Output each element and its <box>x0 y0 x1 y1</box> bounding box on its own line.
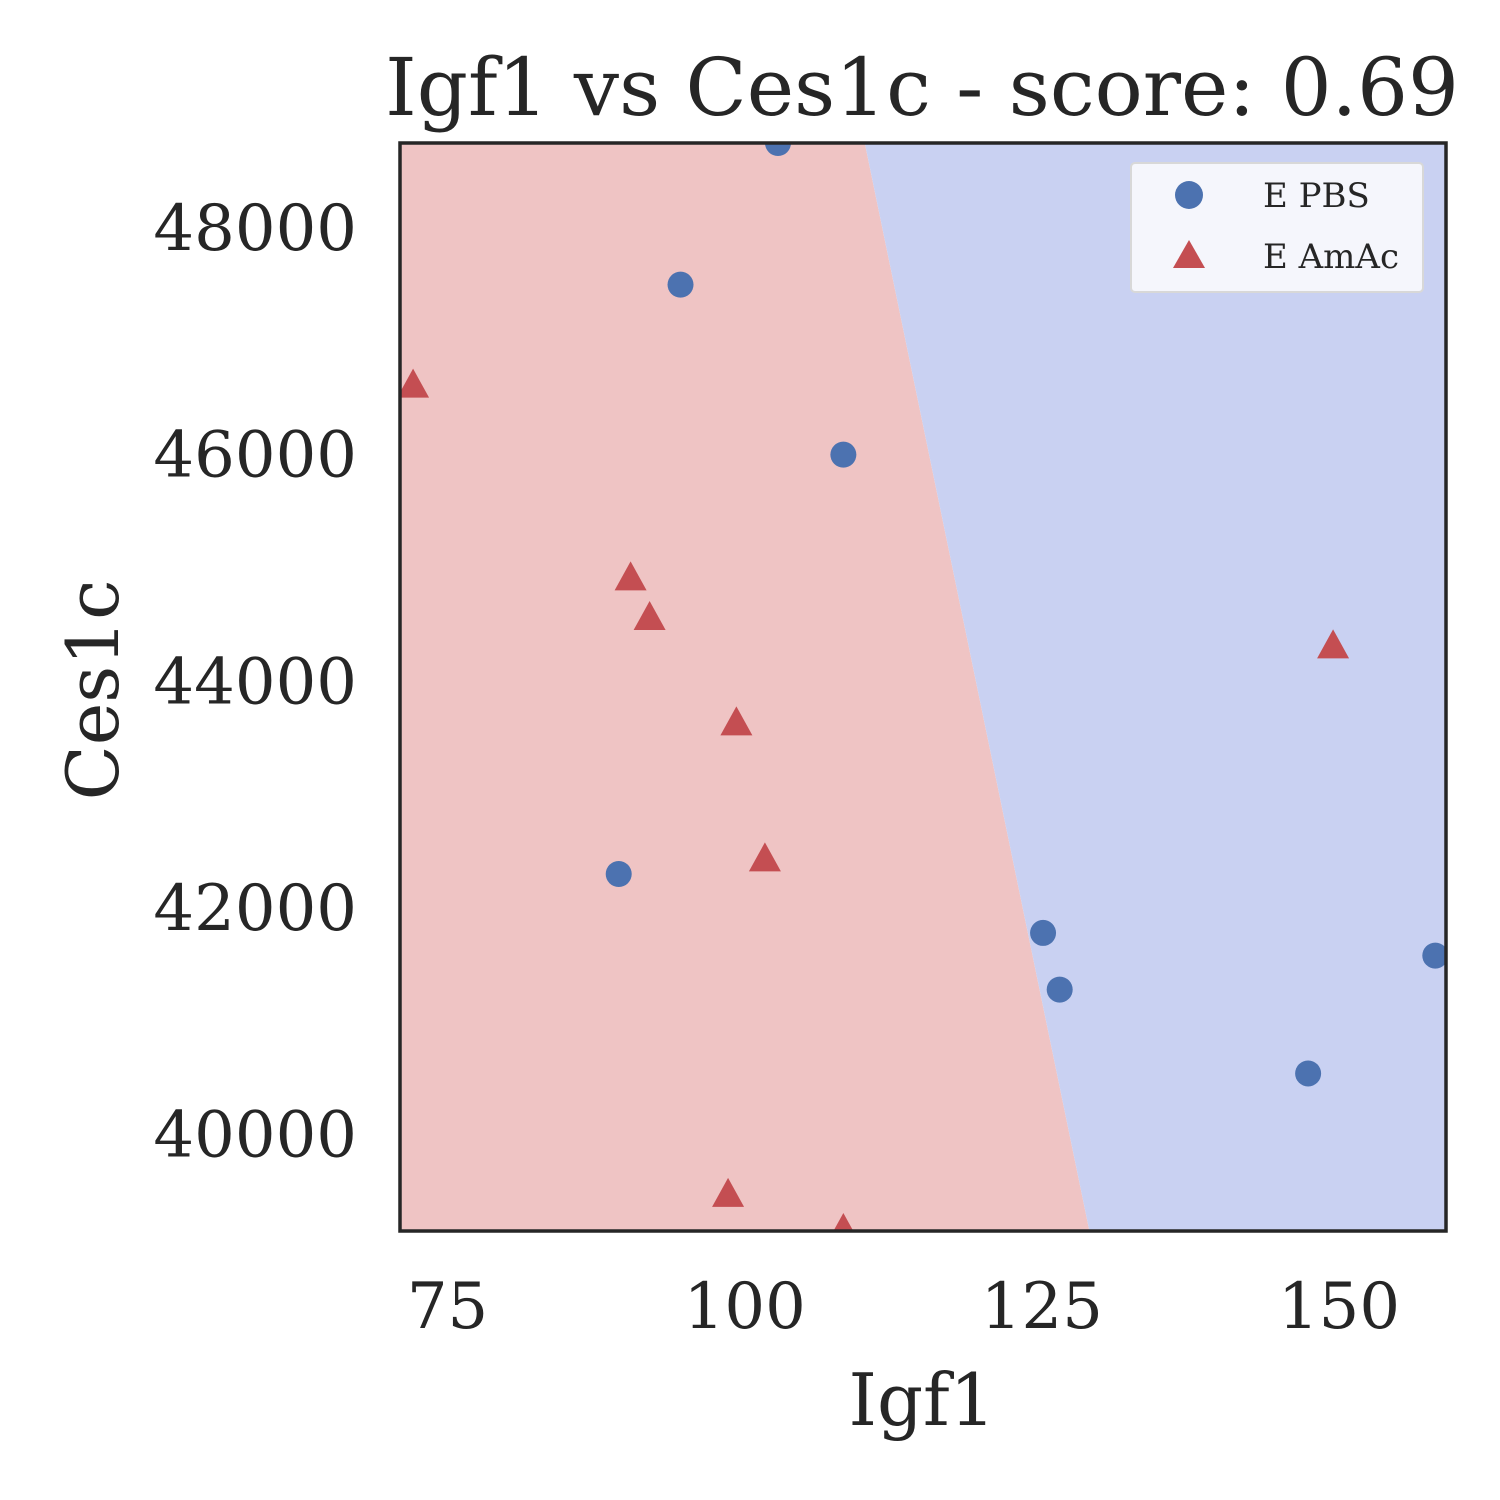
legend-box <box>1130 162 1424 293</box>
x-tick-label-100: 100 <box>684 1270 806 1344</box>
decision-region-e-amac <box>400 143 1090 1231</box>
point-e-pbs-1 <box>667 271 694 298</box>
legend-marker-e-amac <box>1173 240 1205 268</box>
y-axis-ticks: 40000 42000 44000 46000 48000 <box>153 192 357 1173</box>
point-e-pbs-6 <box>1295 1060 1322 1087</box>
chart-title: Igf1 vs Ces1c - score: 0.69 <box>385 41 1459 134</box>
legend: E PBS E AmAc <box>1130 162 1424 293</box>
legend-label-e-amac: E AmAc <box>1263 237 1399 277</box>
point-e-amac-1 <box>614 561 647 591</box>
point-e-amac-2 <box>633 601 666 630</box>
legend-marker-e-pbs <box>1175 181 1203 209</box>
point-e-amac-6 <box>833 1213 854 1231</box>
x-tick-label-75: 75 <box>407 1270 488 1344</box>
y-axis-label: Ces1c <box>51 580 135 801</box>
y-tick-label-42000: 42000 <box>153 872 357 946</box>
y-tick-label-48000: 48000 <box>153 192 357 266</box>
y-tick-label-44000: 44000 <box>153 645 357 719</box>
point-e-amac-7 <box>1317 629 1350 659</box>
y-tick-label-40000: 40000 <box>153 1099 357 1173</box>
point-e-pbs-5 <box>1046 976 1073 1003</box>
point-e-pbs-3 <box>605 861 632 887</box>
x-tick-label-150: 150 <box>1278 1270 1400 1344</box>
x-tick-label-125: 125 <box>981 1270 1103 1344</box>
point-e-pbs-4 <box>1030 919 1057 946</box>
point-e-amac-0 <box>400 368 430 398</box>
decision-region-e-pbs <box>864 143 1446 1231</box>
point-e-amac-3 <box>720 706 753 736</box>
y-tick-label-46000: 46000 <box>153 419 357 493</box>
data-points <box>400 143 1446 1231</box>
point-e-pbs-2 <box>830 441 857 468</box>
point-e-pbs-7 <box>1422 942 1446 969</box>
point-e-amac-5 <box>712 1177 745 1207</box>
x-axis-ticks: 75 100 125 150 <box>407 1270 1400 1344</box>
plot-area <box>400 143 1446 1231</box>
plot-frame <box>398 141 1448 1233</box>
point-e-pbs-0 <box>764 143 791 156</box>
legend-label-e-pbs: E PBS <box>1263 176 1370 216</box>
x-axis-label: Igf1 <box>849 1358 996 1442</box>
point-e-amac-4 <box>748 842 781 872</box>
